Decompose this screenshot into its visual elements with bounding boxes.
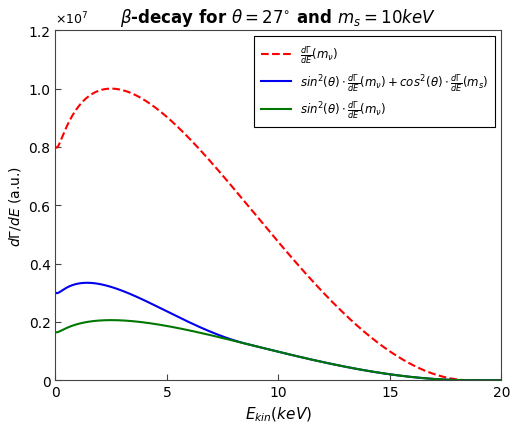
$sin^2(\theta) \cdot \frac{d\Gamma}{dE}(m_{\nu}) + cos^2(\theta) \cdot \frac{d\Gamma}{dE}(m_s)$ [223, 335, 230, 341]
$sin^2(\theta) \cdot \frac{d\Gamma}{dE}(m_{\nu}) + cos^2(\theta) \cdot \frac{d\Gamma}{dE}(m_s)$ [130, 293, 136, 298]
$sin^2(\theta) \cdot \frac{d\Gamma}{dE}(m_{\nu})$ [498, 378, 505, 383]
$sin^2(\theta) \cdot \frac{d\Gamma}{dE}(m_{\nu}) + cos^2(\theta) \cdot \frac{d\Gamma}{dE}(m_s)$ [442, 377, 448, 382]
$\frac{d\Gamma}{dE}(m_{\nu})$ [108, 87, 114, 92]
$\frac{d\Gamma}{dE}(m_{\nu})$ [103, 87, 109, 92]
$sin^2(\theta) \cdot \frac{d\Gamma}{dE}(m_{\nu})$ [130, 319, 136, 324]
$\frac{d\Gamma}{dE}(m_{\nu})$ [130, 92, 136, 97]
$\frac{d\Gamma}{dE}(m_{\nu})$ [498, 378, 505, 383]
Line: $sin^2(\theta) \cdot \frac{d\Gamma}{dE}(m_{\nu})$: $sin^2(\theta) \cdot \frac{d\Gamma}{dE}(… [55, 320, 501, 381]
$\frac{d\Gamma}{dE}(m_{\nu})$ [52, 145, 58, 150]
$sin^2(\theta) \cdot \frac{d\Gamma}{dE}(m_{\nu})$ [52, 330, 58, 335]
$sin^2(\theta) \cdot \frac{d\Gamma}{dE}(m_{\nu}) + cos^2(\theta) \cdot \frac{d\Gamma}{dE}(m_s)$ [467, 378, 474, 383]
$sin^2(\theta) \cdot \frac{d\Gamma}{dE}(m_{\nu}) + cos^2(\theta) \cdot \frac{d\Gamma}{dE}(m_s)$ [52, 290, 58, 295]
$\frac{d\Gamma}{dE}(m_{\nu})$ [243, 201, 249, 206]
$sin^2(\theta) \cdot \frac{d\Gamma}{dE}(m_{\nu}) + cos^2(\theta) \cdot \frac{d\Gamma}{dE}(m_s)$ [490, 378, 496, 383]
$\frac{d\Gamma}{dE}(m_{\nu})$ [490, 378, 496, 383]
$sin^2(\theta) \cdot \frac{d\Gamma}{dE}(m_{\nu}) + cos^2(\theta) \cdot \frac{d\Gamma}{dE}(m_s)$ [84, 280, 90, 286]
$sin^2(\theta) \cdot \frac{d\Gamma}{dE}(m_{\nu})$ [223, 337, 230, 342]
$sin^2(\theta) \cdot \frac{d\Gamma}{dE}(m_{\nu}) + cos^2(\theta) \cdot \frac{d\Gamma}{dE}(m_s)$ [243, 341, 249, 347]
$\frac{d\Gamma}{dE}(m_{\nu})$ [467, 378, 474, 383]
Title: $\beta$-decay for $\theta = 27^{\circ}$ and $m_s = 10keV$: $\beta$-decay for $\theta = 27^{\circ}$ … [120, 7, 436, 29]
Line: $\frac{d\Gamma}{dE}(m_{\nu})$: $\frac{d\Gamma}{dE}(m_{\nu})$ [55, 89, 501, 381]
$\frac{d\Gamma}{dE}(m_{\nu})$ [223, 178, 230, 183]
$sin^2(\theta) \cdot \frac{d\Gamma}{dE}(m_{\nu}) + cos^2(\theta) \cdot \frac{d\Gamma}{dE}(m_s)$ [498, 378, 505, 383]
$sin^2(\theta) \cdot \frac{d\Gamma}{dE}(m_{\nu})$ [243, 341, 249, 347]
$sin^2(\theta) \cdot \frac{d\Gamma}{dE}(m_{\nu})$ [490, 378, 496, 383]
$sin^2(\theta) \cdot \frac{d\Gamma}{dE}(m_{\nu})$ [442, 377, 448, 382]
$\frac{d\Gamma}{dE}(m_{\nu})$ [442, 375, 448, 380]
$sin^2(\theta) \cdot \frac{d\Gamma}{dE}(m_{\nu}) + cos^2(\theta) \cdot \frac{d\Gamma}{dE}(m_s)$ [103, 283, 110, 289]
X-axis label: $E_{kin}(keV)$: $E_{kin}(keV)$ [245, 405, 312, 423]
$sin^2(\theta) \cdot \frac{d\Gamma}{dE}(m_{\nu})$ [108, 318, 114, 323]
Text: $\times 10^7$: $\times 10^7$ [55, 11, 89, 28]
Legend: $\frac{d\Gamma}{dE}(m_{\nu})$, $sin^2(\theta) \cdot \frac{d\Gamma}{dE}(m_{\nu}) : $\frac{d\Gamma}{dE}(m_{\nu})$, $sin^2(\t… [254, 37, 495, 128]
Line: $sin^2(\theta) \cdot \frac{d\Gamma}{dE}(m_{\nu}) + cos^2(\theta) \cdot \frac{d\Gamma}{dE}(m_s)$: $sin^2(\theta) \cdot \frac{d\Gamma}{dE}(… [55, 283, 501, 381]
Y-axis label: $d\Gamma/dE$ (a.u.): $d\Gamma/dE$ (a.u.) [7, 166, 23, 246]
$sin^2(\theta) \cdot \frac{d\Gamma}{dE}(m_{\nu})$ [103, 318, 109, 323]
$sin^2(\theta) \cdot \frac{d\Gamma}{dE}(m_{\nu})$ [467, 378, 474, 383]
